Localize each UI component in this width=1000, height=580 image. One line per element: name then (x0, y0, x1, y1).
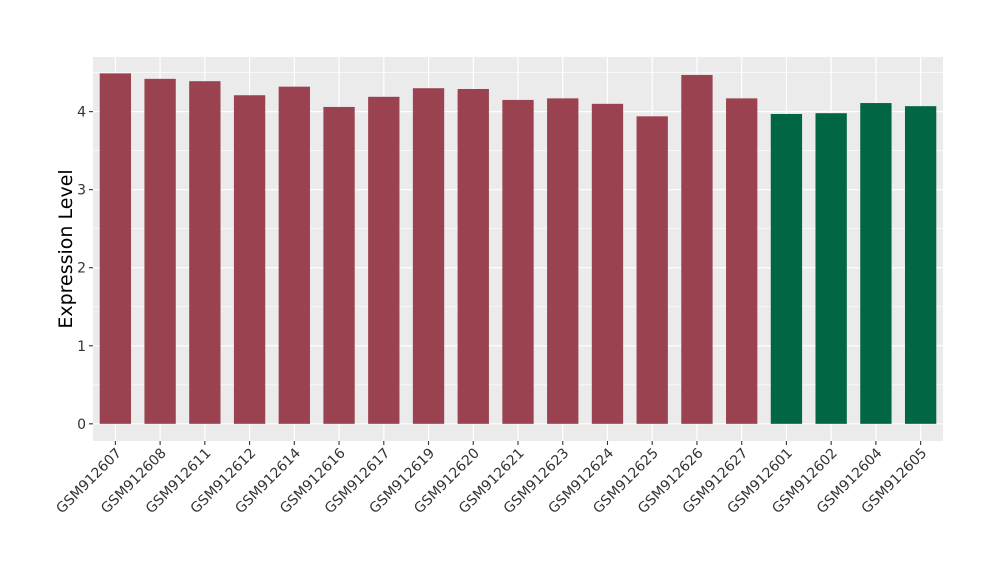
bar-GSM912614 (278, 86, 310, 424)
bar-GSM912605 (904, 106, 937, 424)
bar-GSM912616 (323, 106, 355, 424)
bar-GSM912625 (636, 116, 668, 424)
y-tick-label: 3 (77, 183, 86, 199)
y-tick-label: 1 (77, 339, 86, 355)
bar-GSM912627 (726, 98, 758, 424)
bar-GSM912601 (770, 113, 803, 424)
bar-GSM912619 (412, 88, 445, 424)
bar-GSM912620 (457, 89, 489, 424)
y-tick-label: 4 (77, 105, 86, 121)
bar-GSM912612 (233, 95, 266, 424)
bar-GSM912608 (144, 78, 176, 424)
bar-GSM912611 (189, 81, 221, 424)
bar-GSM912624 (591, 103, 624, 424)
y-axis-title: Expression Level (55, 169, 77, 328)
bar-GSM912604 (860, 103, 892, 424)
bar-GSM912623 (547, 98, 579, 424)
bar-GSM912607 (99, 73, 132, 424)
bar-GSM912602 (815, 113, 847, 424)
bar-GSM912621 (502, 99, 534, 424)
bars (99, 73, 937, 424)
y-tick-label: 2 (77, 261, 86, 277)
bar-GSM912626 (681, 74, 713, 424)
x-axis: GSM912607GSM912608GSM912611GSM912612GSM9… (53, 441, 930, 517)
y-tick-label: 0 (77, 417, 86, 433)
y-axis: 0 1 2 3 4 (77, 105, 93, 433)
bar-GSM912617 (368, 96, 400, 424)
